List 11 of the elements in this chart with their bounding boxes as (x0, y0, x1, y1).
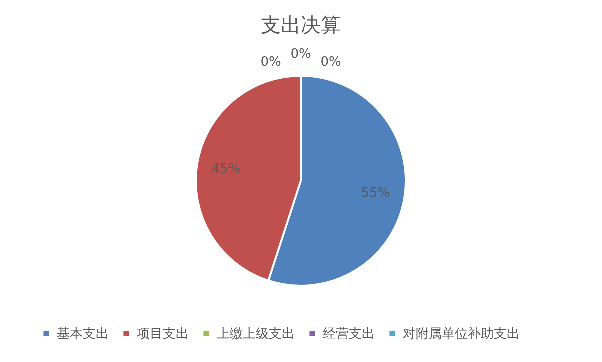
text: 0% (260, 55, 282, 70)
data-label: 55% (361, 186, 390, 201)
chart-title: 支出决算 (261, 13, 341, 37)
legend-label: 对附属单位补助支出 (403, 326, 520, 342)
legend-label: 上缴上级支出 (217, 326, 295, 342)
text: 0% (290, 47, 312, 62)
data-label: 45% (212, 162, 241, 178)
legend-label: 经营支出 (323, 326, 375, 342)
legend-label: 基本支出 (57, 326, 109, 342)
text: 0% (320, 55, 342, 70)
legend-label: 项目支出 (137, 326, 189, 342)
